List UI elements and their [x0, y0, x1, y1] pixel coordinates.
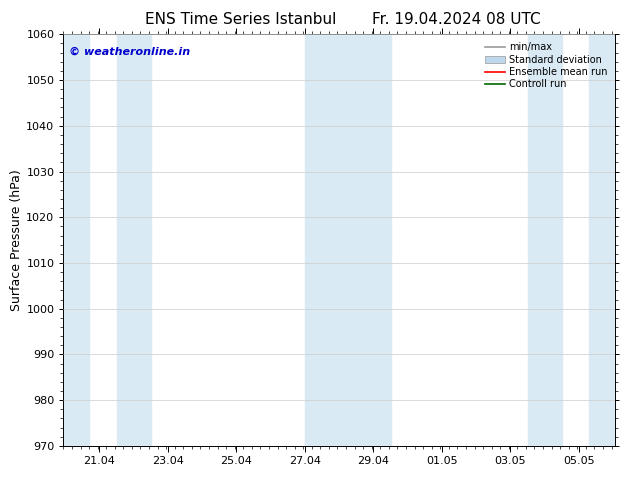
Bar: [589, 34, 615, 446]
Bar: [117, 34, 151, 446]
Text: Fr. 19.04.2024 08 UTC: Fr. 19.04.2024 08 UTC: [372, 12, 541, 27]
Legend: min/max, Standard deviation, Ensemble mean run, Controll run: min/max, Standard deviation, Ensemble me…: [482, 39, 610, 92]
Bar: [527, 34, 562, 446]
Y-axis label: Surface Pressure (hPa): Surface Pressure (hPa): [11, 169, 23, 311]
Text: ENS Time Series Istanbul: ENS Time Series Istanbul: [145, 12, 337, 27]
Bar: [305, 34, 391, 446]
Text: © weatheronline.in: © weatheronline.in: [69, 47, 190, 57]
Bar: [63, 34, 89, 446]
